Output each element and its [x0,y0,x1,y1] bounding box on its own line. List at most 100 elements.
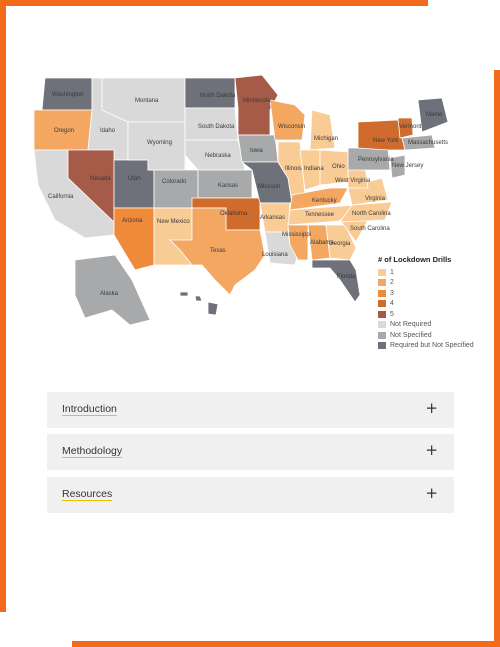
state-kentucky[interactable] [289,187,349,211]
legend-swatch [378,321,386,329]
state-label-alabama: Alabama [310,240,334,246]
legend-label: 2 [390,279,394,287]
frame-top-bar [0,0,428,6]
state-label-montana: Montana [135,98,159,104]
state-label-south-carolina: South Carolina [350,226,390,232]
frame-right-bar [494,70,500,647]
legend-title: # of Lockdown Drills [378,255,452,264]
state-label-north-dakota: North Dakota [200,93,236,99]
state-label-idaho: Idaho [100,128,116,134]
state-label-new-jersey: New Jersey [392,163,423,169]
state-label-ohio: Ohio [332,164,345,170]
state-label-nevada: Nevada [90,176,111,182]
state-label-maine: Maine [426,112,443,118]
legend-item: 3 [378,288,488,299]
state-label-kansas: Kansas [218,183,238,189]
us-lockdown-drills-map: Washington Oregon California Idaho Nevada Uta… [33,74,449,326]
plus-icon[interactable]: + [425,484,438,502]
accordion-introduction[interactable]: Introduction + [47,392,454,428]
state-alaska[interactable] [74,254,151,326]
state-label-oklahoma: Oklahoma [220,211,248,217]
legend-label: 1 [390,268,394,276]
state-label-new-mexico: New Mexico [157,219,190,225]
legend-item: 4 [378,299,488,310]
state-michigan[interactable] [309,109,336,151]
accordion-methodology[interactable]: Methodology + [47,434,454,470]
legend-label: 4 [390,300,394,308]
state-georgia[interactable] [325,224,357,261]
legend-item: 1 [378,267,488,278]
state-label-north-carolina: North Carolina [352,211,391,217]
state-vermont[interactable] [397,117,414,139]
state-virginia[interactable] [347,177,389,206]
state-label-nebraska: Nebraska [205,153,231,159]
state-label-california: California [48,194,74,200]
state-label-vermont: Vermont [399,124,422,130]
legend-label: 5 [390,310,394,318]
accordion-resources[interactable]: Resources + [47,477,454,513]
legend-item: Required but Not Specified [378,341,488,352]
legend-swatch [378,331,386,339]
state-label-washington: Washington [52,92,83,98]
state-label-tennessee: Tennessee [305,212,335,218]
legend-label: Required but Not Specified [390,342,474,350]
accordion-label: Methodology [62,445,123,458]
state-label-indiana: Indiana [304,166,324,172]
plus-icon[interactable]: + [425,441,438,459]
state-arizona[interactable] [113,207,155,271]
state-new-york[interactable] [357,119,406,151]
state-label-florida: Florida [337,274,356,280]
state-label-kentucky: Kentucky [312,198,337,204]
legend-item: 5 [378,309,488,320]
frame-bottom-bar [72,641,500,647]
legend-swatch [378,268,386,276]
state-hawaii[interactable] [179,291,219,316]
legend-swatch [378,289,386,297]
state-label-south-dakota: South Dakota [198,124,235,130]
legend-item: Not Required [378,320,488,331]
state-label-utah: Utah [128,176,141,182]
state-label-iowa: Iowa [250,148,263,154]
legend-label: Not Specified [390,331,432,339]
state-label-massachusetts: Massachusetts [408,140,448,146]
legend-item: 2 [378,278,488,289]
state-label-wisconsin: Wisconsin [278,124,305,130]
state-wisconsin[interactable] [269,99,306,141]
legend-swatch [378,342,386,350]
state-label-louisiana: Louisiana [262,252,288,258]
state-label-missouri: Missouri [258,184,280,190]
state-label-colorado: Colorado [162,179,187,185]
plus-icon[interactable]: + [425,399,438,417]
state-mississippi[interactable] [287,224,309,261]
accordion-label: Resources [62,488,113,501]
state-new-jersey[interactable] [389,154,406,179]
state-label-new-york: New York [373,138,399,144]
state-label-arizona: Arizona [122,218,143,224]
state-florida[interactable] [311,259,361,303]
state-north-carolina[interactable] [339,201,393,223]
state-label-wyoming: Wyoming [147,140,172,146]
state-label-pennsylvania: Pennsylvania [358,157,394,163]
legend-swatch [378,279,386,287]
state-maine[interactable] [417,97,449,133]
accordion-label: Introduction [62,403,117,416]
state-label-mississippi: Mississippi [282,232,311,238]
state-colorado[interactable] [153,169,199,209]
state-label-virginia: Virginia [365,196,386,202]
state-label-illinois: Illinois [285,166,302,172]
state-label-alaska: Alaska [100,291,119,297]
state-label-michigan: Michigan [314,136,338,142]
state-minnesota[interactable] [234,74,279,136]
state-label-texas: Texas [210,248,226,254]
legend-label: Not Required [390,321,432,329]
state-label-arkansas: Arkansas [260,215,285,221]
state-texas[interactable] [169,207,266,296]
legend-label: 3 [390,289,394,297]
state-label-minnesota: Minnesota [243,98,271,104]
state-massachusetts[interactable] [401,134,436,151]
state-label-west-virginia: West Virginia [335,178,371,184]
frame-left-bar [0,0,6,612]
legend-item: Not Specified [378,330,488,341]
state-label-georgia: Georgia [329,241,351,247]
state-label-oregon: Oregon [54,128,74,134]
